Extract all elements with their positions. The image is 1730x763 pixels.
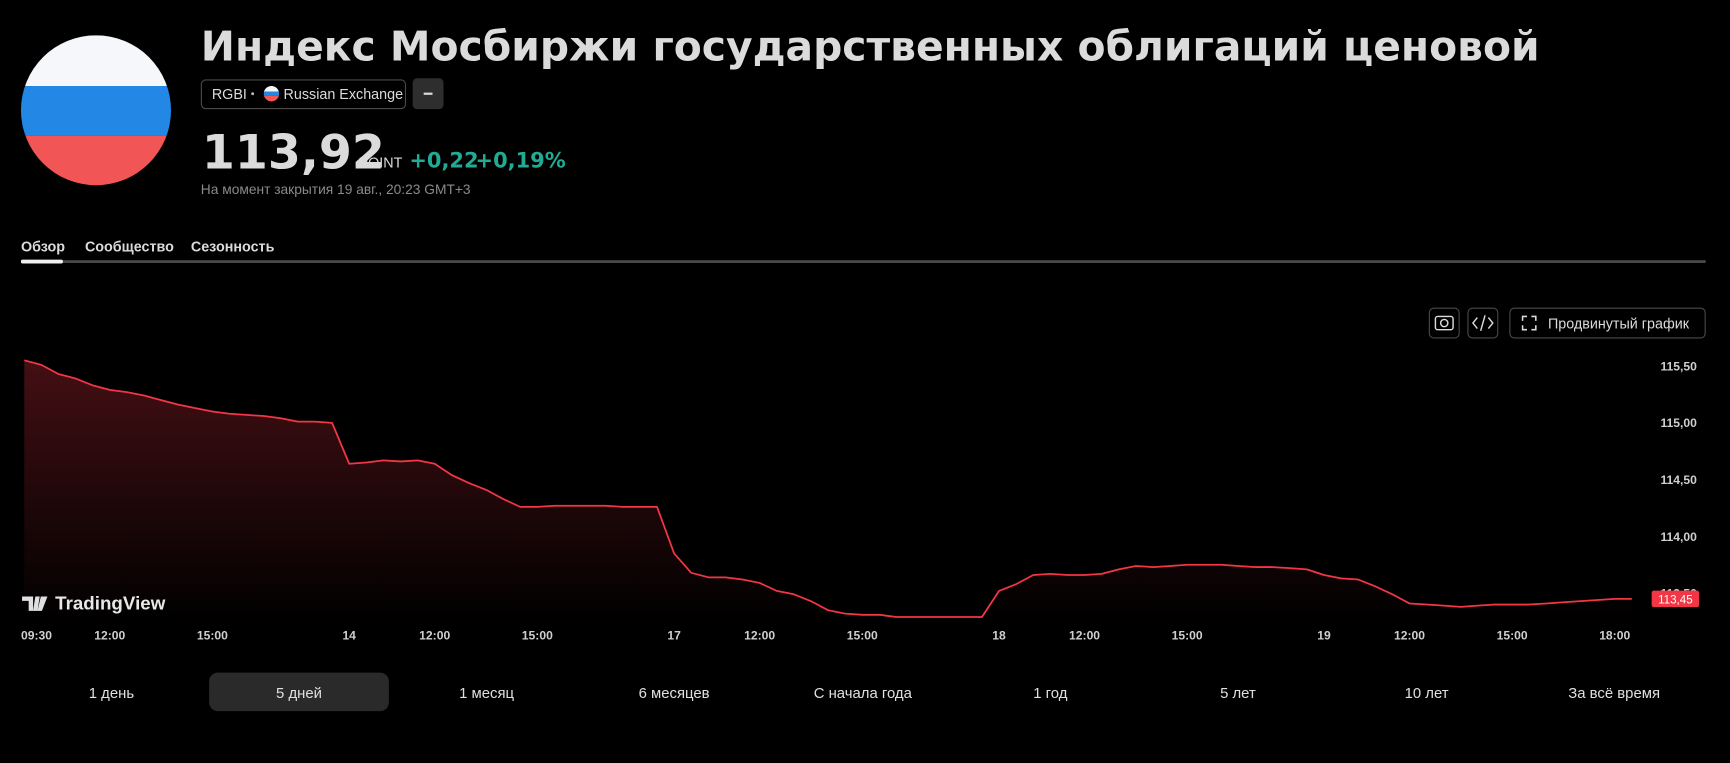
chart: 113,50114,00114,50115,00115,5009:3012:00… [21, 359, 1700, 643]
page-title: Индекс Мосбиржи государственных облигаци… [201, 23, 1540, 71]
collapse-icon [423, 92, 433, 95]
x-tick-label: 18 [992, 629, 1006, 643]
tab[interactable]: Обзор [21, 239, 65, 255]
range-button[interactable]: 5 дней [276, 686, 322, 702]
embed-button[interactable] [1467, 307, 1499, 339]
x-tick-label: 15:00 [1172, 629, 1203, 643]
camera-lens [1439, 318, 1449, 328]
exchange[interactable]: Russian Exchange [284, 87, 404, 103]
separator [251, 92, 255, 96]
last-price-badge [1651, 590, 1700, 608]
y-tick-label: 114,50 [1660, 473, 1697, 487]
x-tick-label: 15:00 [197, 629, 228, 643]
tab-rail [20, 260, 1706, 263]
price: 113,92 [202, 126, 385, 181]
range-button[interactable]: С начала года [814, 686, 913, 702]
range-selected[interactable] [209, 672, 389, 712]
x-tick-label: 09:30 [21, 629, 52, 643]
x-tick-label: 14 [342, 629, 356, 643]
x-tick-label: 19 [1317, 629, 1331, 643]
range-button[interactable]: 1 год [1033, 686, 1067, 702]
advanced-chart-label[interactable]: Продвинутый график [1548, 317, 1690, 333]
change-percent: +0,19% [476, 149, 566, 173]
x-tick-label: 15:00 [1497, 629, 1528, 643]
range-button[interactable]: За всё время [1568, 686, 1660, 702]
y-tick-label: 115,50 [1660, 359, 1697, 373]
x-tick-label: 17 [667, 629, 681, 643]
range-button[interactable]: 5 лет [1220, 686, 1256, 702]
tab[interactable]: Сообщество [85, 239, 174, 255]
mini-flag [263, 86, 280, 102]
range-selector: 1 день 5 дней 1 месяц 6 месяцев С начала год… [89, 672, 1660, 712]
snapshot-button[interactable] [1428, 307, 1460, 339]
y-tick-label: 115,00 [1660, 416, 1697, 430]
code-icon [1472, 315, 1494, 331]
price-line [24, 359, 1632, 618]
tradingview-logo [22, 596, 48, 611]
x-tick-label: 15:00 [522, 629, 553, 643]
flag-logo [20, 35, 172, 186]
x-tick-label: 12:00 [1394, 629, 1425, 643]
last-price-label: 113,45 [1658, 594, 1693, 606]
x-tick-label: 12:00 [744, 629, 775, 643]
timestamp: На момент закрытия 19 авг., 20:23 GMT+3 [201, 182, 471, 197]
ticker-box[interactable] [200, 79, 407, 110]
fullscreen-icon [1521, 315, 1537, 331]
tab-indicator [20, 259, 63, 264]
x-tick-label: 15:00 [847, 629, 878, 643]
x-tick-label: 18:00 [1599, 629, 1630, 643]
area [24, 360, 1632, 622]
y-tick-label: 114,00 [1660, 530, 1697, 544]
camera-icon [1434, 315, 1454, 331]
watermark: TradingView [55, 593, 166, 614]
range-button[interactable]: 1 месяц [459, 686, 514, 702]
x-tick-label: 12:00 [1069, 629, 1100, 643]
x-tick-label: 12:00 [94, 629, 125, 643]
ticker[interactable]: RGBI [212, 87, 247, 103]
range-button[interactable]: 10 лет [1405, 686, 1449, 702]
x-tick-label: 12:00 [419, 629, 450, 643]
range-button[interactable]: 6 месяцев [639, 686, 710, 702]
change: +0,22 [409, 149, 478, 173]
range-button[interactable]: 1 день [89, 686, 135, 702]
advanced-chart-button[interactable] [1509, 307, 1706, 339]
price-unit: POINT [359, 156, 403, 172]
tab[interactable]: Сезонность [191, 239, 275, 255]
